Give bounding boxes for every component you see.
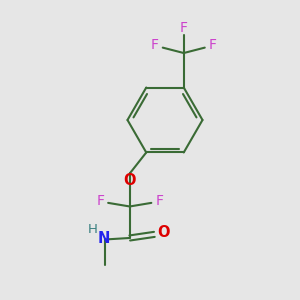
Text: O: O — [124, 172, 136, 188]
Text: N: N — [98, 231, 110, 246]
Text: F: F — [96, 194, 104, 208]
Text: F: F — [155, 194, 163, 208]
Text: F: F — [208, 38, 217, 52]
Text: O: O — [157, 225, 170, 240]
Text: F: F — [151, 38, 159, 52]
Text: H: H — [88, 224, 98, 236]
Text: F: F — [180, 21, 188, 35]
